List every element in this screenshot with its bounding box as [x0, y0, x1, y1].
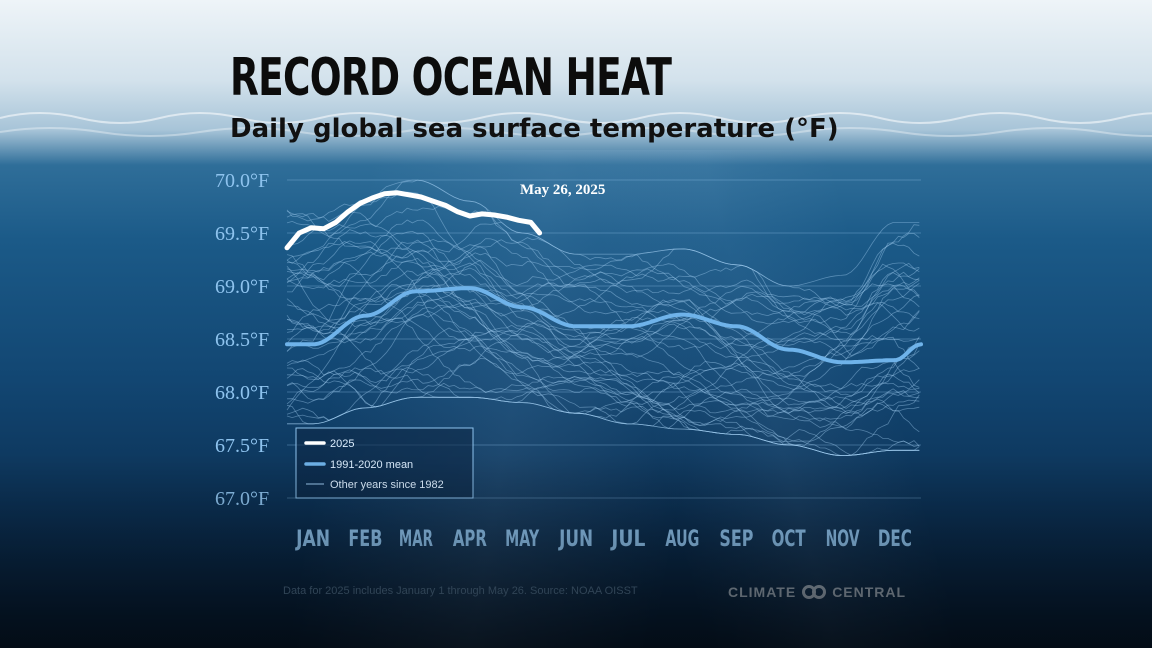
other-year-line	[286, 210, 920, 287]
x-tick-label: FEB	[348, 527, 382, 552]
source-footnote: Data for 2025 includes January 1 through…	[283, 585, 638, 597]
y-tick-label: 69.0°F	[215, 276, 269, 298]
x-tick-label: JAN	[295, 527, 331, 552]
other-year-line	[286, 313, 920, 378]
legend-label-2025: 2025	[330, 438, 354, 450]
x-tick-label: JUN	[558, 527, 594, 552]
legend-label-mean: 1991-2020 mean	[330, 459, 413, 471]
climate-central-logo: CLIMATE CENTRAL	[728, 582, 906, 602]
y-tick-label: 68.0°F	[215, 382, 269, 404]
legend-label-other: Other years since 1982	[330, 479, 444, 491]
x-tick-label: JUL	[610, 527, 646, 552]
legend: 2025 1991-2020 mean Other years since 19…	[295, 427, 474, 499]
x-tick-label: OCT	[772, 527, 806, 552]
page-subtitle: Daily global sea surface temperature (°F…	[230, 114, 839, 144]
y-axis-ticks: 67.0°F 67.5°F 68.0°F 68.5°F 69.0°F 69.5°F 70.0…	[215, 170, 269, 510]
other-years-series	[286, 179, 920, 457]
y-tick-label: 69.5°F	[215, 223, 269, 245]
annotation-may-26-2025: May 26, 2025	[520, 182, 605, 198]
x-tick-label: AUG	[665, 527, 699, 552]
page-title: RECORD OCEAN HEAT	[230, 48, 672, 108]
x-tick-label: NOV	[826, 527, 860, 552]
x-tick-label: DEC	[878, 527, 912, 552]
logo-text-left: CLIMATE	[728, 584, 797, 600]
y-tick-label: 67.0°F	[215, 488, 269, 510]
y-tick-label: 67.5°F	[215, 435, 269, 457]
other-year-line	[287, 323, 920, 412]
other-year-line	[286, 317, 920, 409]
logo-text-right: CENTRAL	[832, 584, 907, 600]
logo-rings-icon	[802, 585, 827, 599]
x-tick-label: MAY	[505, 527, 540, 552]
y-tick-label: 70.0°F	[215, 170, 269, 192]
x-tick-label: MAR	[399, 527, 433, 552]
x-axis-ticks: JAN FEB MAR APR MAY JUN JUL AUG SEP OCT NOV DEC	[295, 527, 912, 552]
x-tick-label: SEP	[719, 527, 753, 552]
x-tick-label: APR	[453, 527, 487, 552]
y-tick-label: 68.5°F	[215, 329, 269, 351]
